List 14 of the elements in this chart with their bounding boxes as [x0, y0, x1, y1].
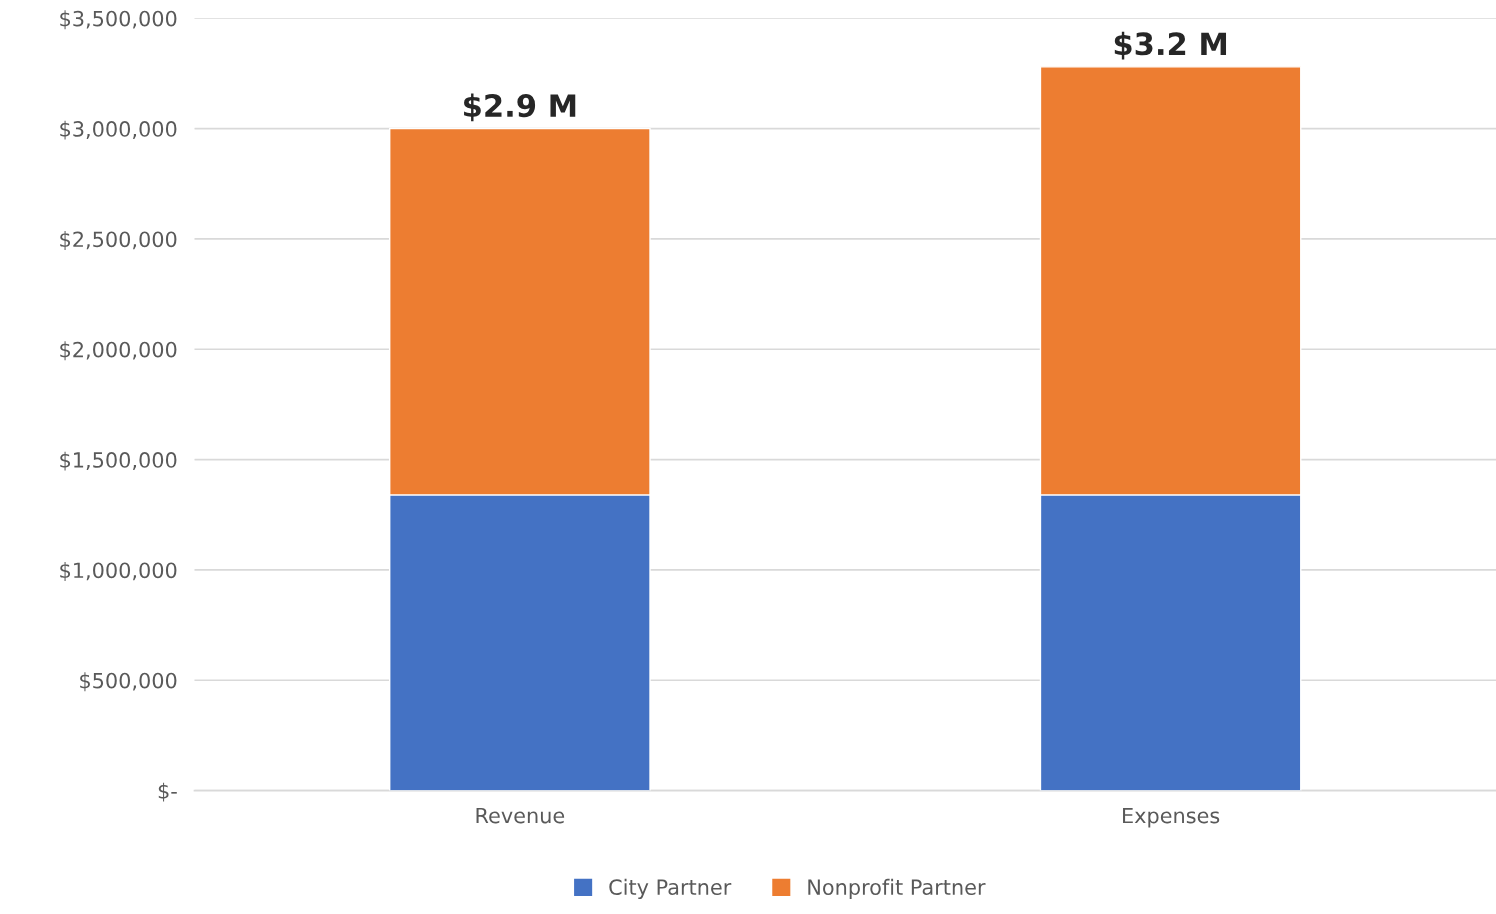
legend-label: City Partner: [609, 878, 732, 900]
y-tick-label: $2,500,000: [60, 231, 177, 250]
y-tick-label: $500,000: [80, 672, 177, 692]
y-tick-label: $-: [158, 782, 177, 802]
y-tick-label: $3,500,000: [60, 10, 177, 30]
y-tick-label: $3,000,000: [60, 120, 177, 140]
x-tick-label: Revenue: [476, 807, 565, 824]
y-tick-label: $2,000,000: [60, 341, 177, 361]
legend-label: Nonprofit Partner: [808, 878, 986, 900]
total-label: $2.9 M: [464, 93, 576, 122]
x-tick-label: Expenses: [1123, 807, 1220, 828]
y-tick-label: $1,500,000: [60, 451, 177, 471]
y-tick-label: $1,000,000: [60, 562, 177, 581]
total-label: $3.2 M: [1114, 31, 1227, 60]
